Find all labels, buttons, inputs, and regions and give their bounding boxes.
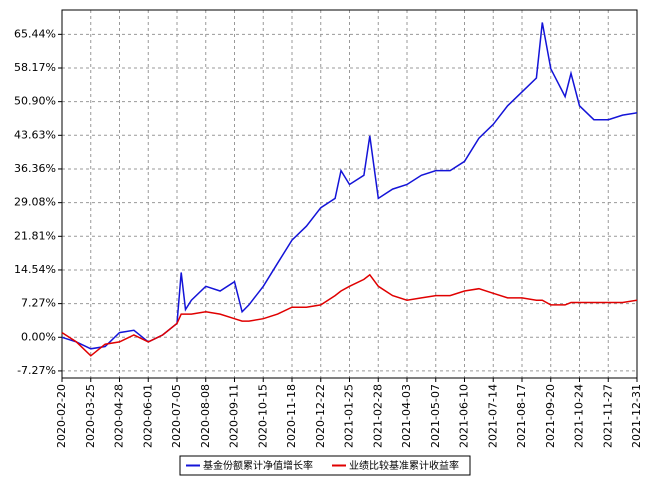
x-tick-label: 2020-07-05 xyxy=(170,384,183,448)
y-tick-label: 36.36% xyxy=(14,162,56,175)
y-tick-label: 43.63% xyxy=(14,128,56,141)
x-tick-label: 2021-11-27 xyxy=(601,384,614,448)
y-tick-label: -7.27% xyxy=(17,364,56,377)
plot-border xyxy=(61,9,638,379)
x-tick-label: 2021-09-20 xyxy=(544,384,557,448)
x-tick-label: 2021-02-28 xyxy=(371,384,384,448)
y-tick-label: 29.08% xyxy=(14,196,56,209)
y-tick-label: 0.00% xyxy=(21,330,56,343)
y-tick-label: 65.44% xyxy=(14,27,56,40)
x-tick-label: 2020-08-08 xyxy=(199,384,212,448)
x-tick-label: 2021-12-31 xyxy=(630,384,643,448)
x-tick-label: 2020-02-20 xyxy=(55,384,68,448)
legend-box xyxy=(179,455,471,476)
x-tick-label: 2020-03-25 xyxy=(84,384,97,448)
legend-label: 基金份额累计净值增长率 xyxy=(203,459,313,472)
x-tick-label: 2020-04-28 xyxy=(113,384,126,448)
x-tick-label: 2021-04-03 xyxy=(400,384,413,448)
x-tick-label: 2021-10-24 xyxy=(573,384,586,448)
y-tick-label: 58.17% xyxy=(14,61,56,74)
x-tick-label: 2020-09-11 xyxy=(228,384,241,448)
x-tick-label: 2020-11-18 xyxy=(285,384,298,448)
x-tick-label: 2020-10-15 xyxy=(256,384,269,448)
x-tick-label: 2021-05-07 xyxy=(429,384,442,448)
series-line xyxy=(61,273,638,357)
x-tick-label: 2021-06-10 xyxy=(458,384,471,448)
x-tick-label: 2020-06-01 xyxy=(141,384,154,448)
x-tick-label: 2021-07-14 xyxy=(486,384,499,448)
x-tick-label: 2021-08-17 xyxy=(515,384,528,448)
y-tick-label: 50.90% xyxy=(14,95,56,108)
x-tick-label: 2020-12-22 xyxy=(314,384,327,448)
x-tick-label: 2021-01-25 xyxy=(343,384,356,448)
y-tick-label: 7.27% xyxy=(21,297,56,310)
legend-label: 业绩比较基准累计收益率 xyxy=(349,459,459,472)
y-tick-label: 14.54% xyxy=(14,263,56,276)
y-tick-label: 21.81% xyxy=(14,229,56,242)
